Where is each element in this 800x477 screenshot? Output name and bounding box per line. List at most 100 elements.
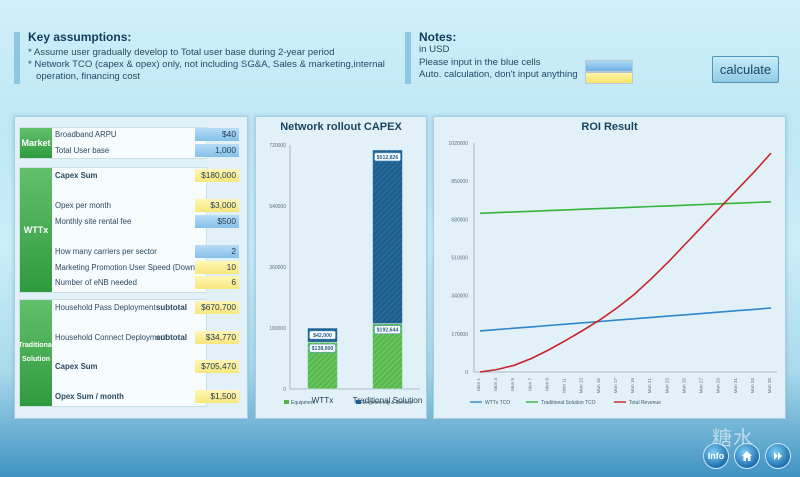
capex-category-label: WTTx bbox=[312, 396, 334, 405]
carriers-row: How many carriers per sector 2 bbox=[51, 245, 239, 258]
capex-legend-label: Equipment bbox=[291, 400, 316, 406]
double-chevron-right-icon bbox=[774, 452, 782, 460]
roi-x-tick-label: Mon 7 bbox=[527, 378, 532, 391]
capex-data-label: $138,000 bbox=[312, 346, 334, 352]
assumption-item: operation, financing cost bbox=[36, 71, 140, 82]
capex-legend-label: Engineering & Service bbox=[363, 400, 413, 406]
calculate-button[interactable]: calculate bbox=[712, 56, 779, 83]
wttx-capex-row: Capex Sum $180,000 bbox=[51, 169, 239, 182]
capex-y-tick-label: 540000 bbox=[269, 204, 286, 210]
roi-x-tick-label: Mon 29 bbox=[716, 378, 721, 394]
roi-x-tick-label: Mon 9 bbox=[544, 378, 549, 391]
traditional-group: Traditional Solution bbox=[18, 299, 207, 407]
users-label: Total User base bbox=[55, 146, 110, 155]
yellow-swatch bbox=[585, 72, 633, 84]
input-form-panel: Market Broadband ARPU $40 Total User bas… bbox=[14, 116, 248, 419]
roi-x-tick-label: Mon 21 bbox=[647, 378, 652, 394]
capex-chart: 0 180000 360000 540000 720000 $138,000 $42,000… bbox=[269, 143, 423, 406]
blue-swatch bbox=[585, 60, 633, 72]
capex-legend-swatch bbox=[284, 400, 289, 404]
connect-value: $34,770 bbox=[195, 331, 239, 344]
trad-opex-row: Opex Sum / month $1,500 bbox=[51, 390, 239, 403]
info-button-label: Info bbox=[707, 451, 725, 461]
speed-row: Marketing Promotion User Speed (Downlink… bbox=[51, 261, 239, 274]
trad-capex-label: Capex Sum bbox=[55, 362, 98, 371]
capex-bar-engineering bbox=[372, 149, 403, 325]
capex-y-tick-label: 720000 bbox=[269, 143, 286, 149]
capex-category-label: Traditional Solution bbox=[353, 396, 423, 405]
capex-data-label: $512,826 bbox=[377, 155, 399, 161]
users-input[interactable]: 1,000 bbox=[195, 144, 239, 157]
roi-x-tick-label: Mon 15 bbox=[596, 378, 601, 394]
trad-capex-value: $705,470 bbox=[195, 360, 239, 373]
roi-x-tick-label: Mon 11 bbox=[562, 378, 567, 393]
wttx-capex-label: Capex Sum bbox=[55, 171, 98, 180]
carriers-input[interactable]: 2 bbox=[195, 245, 239, 258]
roi-legend-label: WTTx TCO bbox=[485, 400, 510, 406]
notes-auto-calc: Auto. calculation, don't input anything bbox=[419, 69, 578, 80]
arpu-input[interactable]: $40 bbox=[195, 128, 239, 141]
capex-data-label: $192,644 bbox=[377, 328, 399, 334]
roi-x-tick-label: Mon 27 bbox=[699, 378, 704, 394]
wttx-opex-value: $3,000 bbox=[195, 199, 239, 212]
roi-x-tick-label: Mon 13 bbox=[579, 378, 584, 394]
assumption-item: * Assume user gradually develop to Total… bbox=[28, 47, 335, 58]
roi-y-tick-label: 1020000 bbox=[449, 141, 469, 147]
roi-y-tick-label: 340000 bbox=[451, 294, 468, 300]
roi-x-tick-label: Mon 31 bbox=[733, 378, 738, 394]
capex-y-tick-label: 0 bbox=[283, 387, 286, 393]
notes-accent-bar bbox=[405, 32, 411, 84]
capex-legend-swatch bbox=[356, 400, 361, 404]
arpu-row: Broadband ARPU $40 bbox=[51, 128, 239, 141]
pass-label: Household Pass Deployment bbox=[55, 303, 156, 312]
key-assumptions: Key assumptions: * Assume user gradually… bbox=[14, 30, 394, 84]
roi-series-line bbox=[479, 152, 772, 373]
rental-input[interactable]: $500 bbox=[195, 215, 239, 228]
capex-y-tick-label: 360000 bbox=[269, 265, 286, 271]
roi-legend-label: Total Revenue bbox=[629, 400, 661, 406]
assumptions-title: Key assumptions: bbox=[28, 30, 132, 44]
roi-y-tick-label: 510000 bbox=[451, 256, 468, 262]
market-tag: Market bbox=[20, 128, 52, 158]
roi-y-tick-label: 170000 bbox=[451, 332, 468, 338]
speed-value: 10 bbox=[195, 261, 239, 274]
notes-currency: in USD bbox=[419, 44, 450, 55]
notes: Notes: in USD Please input in the blue c… bbox=[405, 30, 635, 84]
wttx-opex-row: Opex per month $3,000 bbox=[51, 199, 239, 212]
roi-legend-label: Traditional Solution TCO bbox=[541, 400, 596, 406]
capex-chart-panel: Network rollout CAPEX 0 180000 360000 54000… bbox=[255, 116, 427, 419]
roi-series-line bbox=[479, 201, 772, 215]
roi-x-tick-label: Mon 35 bbox=[767, 378, 772, 394]
capex-label-box bbox=[374, 325, 401, 335]
capex-bar-equipment bbox=[372, 323, 403, 390]
assumptions-list: * Assume user gradually develop to Total… bbox=[14, 47, 394, 83]
carriers-label: How many carriers per sector bbox=[55, 247, 157, 256]
roi-x-tick-label: Mon 5 bbox=[510, 378, 515, 391]
info-button[interactable]: Info bbox=[703, 443, 729, 469]
roi-chart-panel: ROI Result 0 170000 340000 510000 680000 8500… bbox=[433, 116, 786, 419]
wttx-opex-label: Opex per month bbox=[55, 201, 111, 210]
assumptions-accent-bar bbox=[14, 32, 20, 84]
capex-data-label: $42,000 bbox=[313, 333, 332, 339]
pass-subtotal-label: subtotal bbox=[155, 303, 187, 312]
users-row: Total User base 1,000 bbox=[51, 144, 239, 157]
rental-label: Monthly site rental fee bbox=[55, 217, 132, 226]
enb-label: Number of eNB needed bbox=[55, 278, 137, 287]
roi-x-tick-label: Mon 3 bbox=[493, 378, 498, 391]
capex-label-box bbox=[309, 330, 336, 340]
arpu-label: Broadband ARPU bbox=[55, 130, 117, 139]
trad-capex-row: Capex Sum $705,470 bbox=[51, 360, 239, 373]
roi-x-tick-label: Mon 19 bbox=[630, 378, 635, 394]
connect-row: Household Connect Deployment subtotal $3… bbox=[51, 331, 239, 344]
traditional-tag: Traditional Solution bbox=[18, 300, 54, 406]
capex-label-box bbox=[374, 152, 401, 162]
roi-x-tick-label: Mon 33 bbox=[750, 378, 755, 394]
speed-label: Marketing Promotion User Speed (Downlink… bbox=[55, 263, 210, 272]
roi-chart-title: ROI Result bbox=[581, 121, 638, 133]
next-button[interactable] bbox=[765, 443, 791, 469]
capex-chart-title: Network rollout CAPEX bbox=[280, 121, 402, 133]
home-icon bbox=[742, 451, 752, 461]
pass-row: Household Pass Deployment subtotal $670,… bbox=[51, 301, 239, 314]
home-button[interactable] bbox=[734, 443, 760, 469]
wttx-group: WTTx bbox=[19, 167, 207, 293]
